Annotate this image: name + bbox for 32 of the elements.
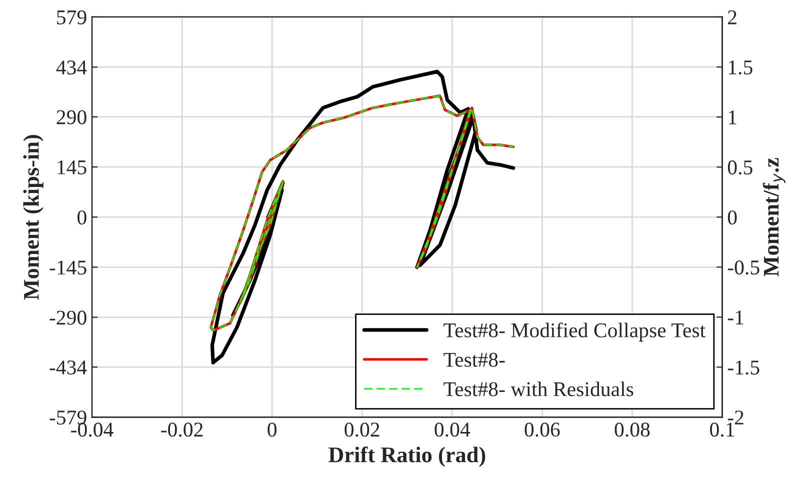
y2-tick-label: -1 bbox=[728, 310, 744, 324]
y-tick-label: -434 bbox=[50, 360, 87, 374]
y-tick-label: -579 bbox=[50, 410, 86, 425]
legend-label: Test#8- Modified Collapse Test bbox=[444, 322, 706, 342]
y2-tick-label: 0 bbox=[728, 210, 737, 224]
x-tick-label: 0.06 bbox=[524, 422, 560, 437]
x-tick-label: 0.1 bbox=[710, 422, 734, 437]
x-tick-label: -0.02 bbox=[161, 422, 203, 437]
y2-tick-label: -0.5 bbox=[728, 260, 760, 275]
y2-tick-label: 1.5 bbox=[728, 60, 752, 75]
y-tick-label: -290 bbox=[50, 310, 86, 325]
x-tick-label: 0 bbox=[268, 422, 276, 437]
y-axis-title: Moment (kips-in) bbox=[23, 135, 44, 300]
y2-tick-label: 2 bbox=[728, 10, 736, 24]
y2-tick-label: 0.5 bbox=[728, 160, 752, 175]
x-axis-title: Drift Ratio (rad) bbox=[328, 446, 486, 467]
y-tick-label: 0 bbox=[78, 210, 86, 224]
y-tick-label: 579 bbox=[57, 10, 86, 24]
x-tick-label: 0.08 bbox=[614, 422, 650, 437]
x-tick-label: 0.02 bbox=[344, 422, 380, 437]
legend-label: Test#8- bbox=[444, 352, 505, 367]
y-tick-label: 434 bbox=[56, 60, 87, 75]
y2-tick-label: -1.5 bbox=[728, 360, 760, 375]
y2-tick-label: -2 bbox=[728, 410, 744, 424]
y-tick-label: 145 bbox=[58, 160, 86, 174]
y2-axis-title: Moment/f$_{y}$.z bbox=[762, 158, 786, 276]
legend-label: Test#8- with Residuals bbox=[444, 382, 634, 396]
x-tick-label: -0.04 bbox=[71, 422, 114, 437]
y-tick-label: -145 bbox=[50, 260, 86, 275]
x-tick-label: 0.04 bbox=[434, 422, 470, 437]
y2-tick-label: 1 bbox=[728, 110, 736, 124]
y-tick-label: 290 bbox=[56, 110, 86, 124]
